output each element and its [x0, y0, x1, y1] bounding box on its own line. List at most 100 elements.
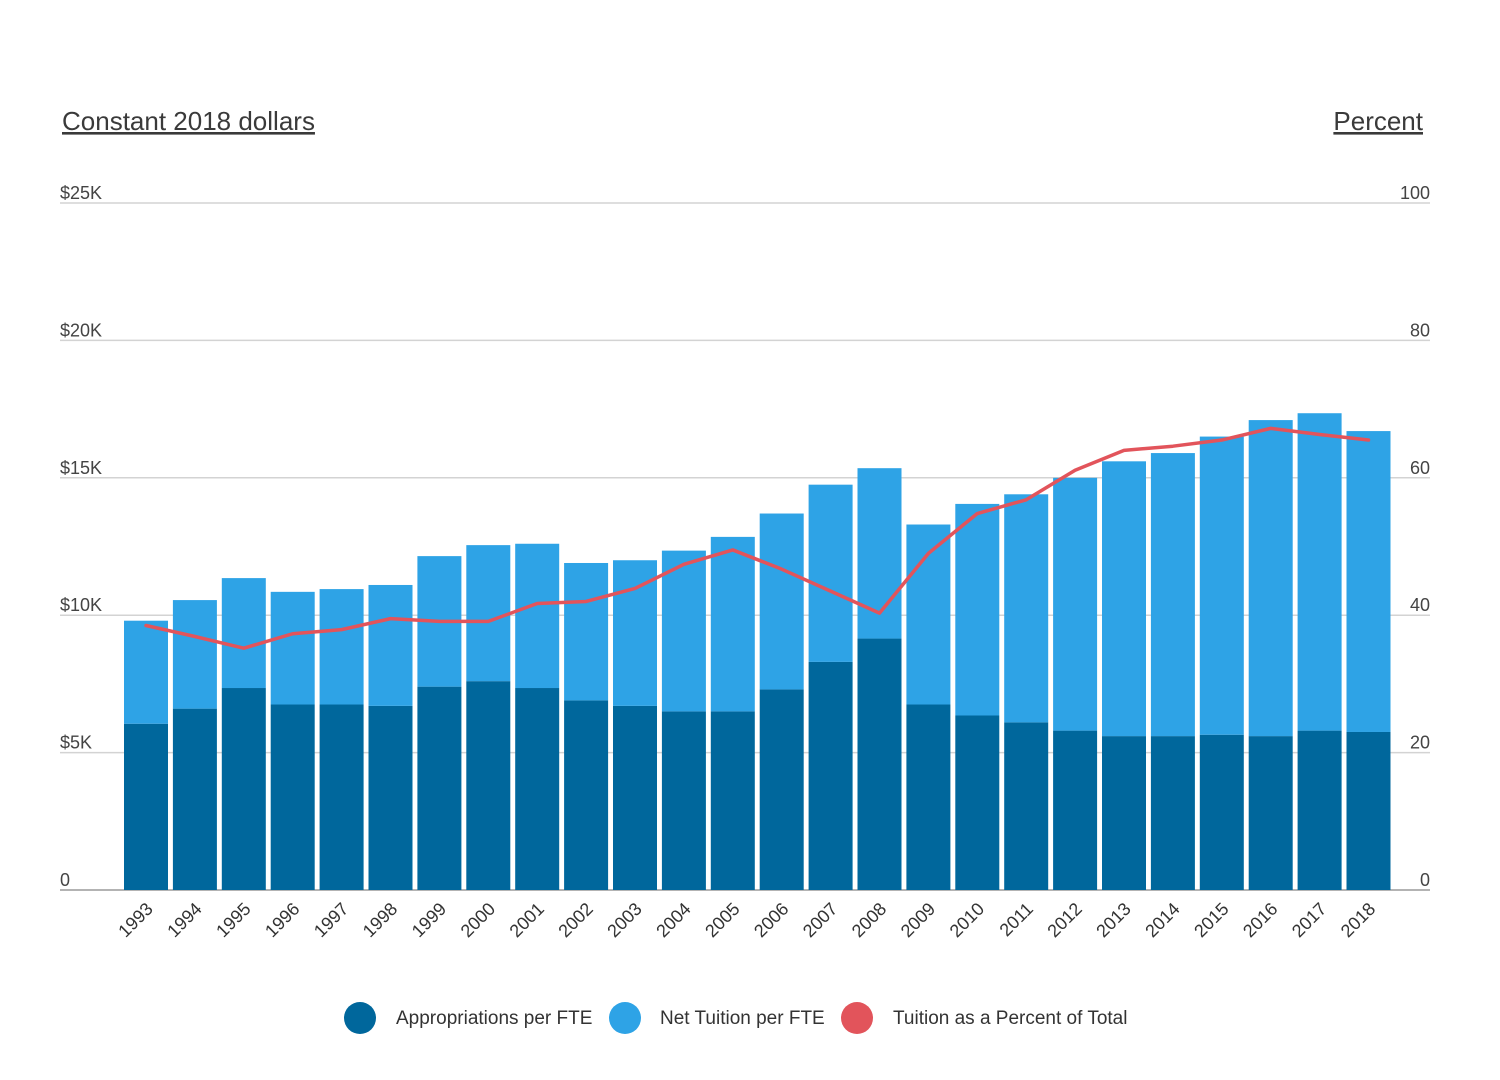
- bar-net-tuition: [1102, 461, 1146, 737]
- bar-net-tuition: [1199, 436, 1244, 735]
- bar-appropriations: [1004, 722, 1049, 890]
- bar-net-tuition: [1346, 431, 1391, 732]
- x-tick-label: 2016: [1239, 899, 1281, 941]
- bar-net-tuition: [661, 550, 706, 712]
- x-tick-label: 2017: [1288, 899, 1330, 941]
- left-tick-label: $25K: [60, 183, 102, 203]
- x-tick-label: 2015: [1190, 899, 1232, 941]
- right-tick-label: 80: [1410, 320, 1430, 340]
- x-tick-label: 2018: [1337, 899, 1379, 941]
- bar-appropriations: [955, 715, 1000, 890]
- bar-appropriations: [466, 681, 511, 890]
- bar-appropriations: [906, 704, 951, 890]
- percent-line-path: [144, 426, 1371, 650]
- x-tick-label: 1999: [408, 899, 450, 941]
- x-tick-label: 2007: [799, 899, 841, 941]
- x-tick-label: 1997: [310, 899, 352, 941]
- x-tick-label: 2009: [897, 899, 939, 941]
- bar-net-tuition: [808, 484, 853, 662]
- bar-net-tuition: [270, 591, 315, 705]
- bar-appropriations: [661, 711, 706, 890]
- legend-swatch: [609, 1002, 641, 1034]
- bar-appropriations: [564, 700, 609, 890]
- bar-net-tuition: [466, 545, 511, 682]
- x-tick-label: 1995: [212, 899, 254, 941]
- bar-net-tuition: [1053, 477, 1098, 731]
- bar-appropriations: [1150, 736, 1195, 890]
- left-tick-label: 0: [60, 870, 70, 890]
- bar-net-tuition: [1248, 420, 1293, 737]
- bar-net-tuition: [124, 620, 168, 724]
- legend-label: Net Tuition per FTE: [660, 1008, 825, 1029]
- legend-swatch: [344, 1002, 376, 1034]
- bar-net-tuition: [857, 468, 902, 639]
- bar-net-tuition: [221, 578, 266, 689]
- bar-net-tuition: [172, 600, 217, 709]
- legend-label: Appropriations per FTE: [396, 1008, 592, 1029]
- bar-appropriations: [1102, 736, 1146, 890]
- bar-appropriations: [808, 661, 853, 890]
- bar-appropriations: [1053, 730, 1098, 890]
- bar-net-tuition: [710, 536, 755, 712]
- x-tick-label: 2005: [701, 899, 743, 941]
- bar-net-tuition: [515, 543, 560, 689]
- left-tick-label: $10K: [60, 595, 102, 615]
- bar-net-tuition: [319, 589, 364, 705]
- right-tick-label: 40: [1410, 595, 1430, 615]
- left-tick-label: $5K: [60, 733, 92, 753]
- legend-swatch: [841, 1002, 873, 1034]
- bars: [124, 413, 1391, 890]
- left-tick-label: $20K: [60, 320, 102, 340]
- x-tick-label: 2010: [946, 899, 988, 941]
- right-tick-label: 60: [1410, 458, 1430, 478]
- bar-appropriations: [1248, 736, 1293, 890]
- left-tick-label: $15K: [60, 458, 102, 478]
- x-tick-label: 2008: [848, 899, 890, 941]
- bar-appropriations: [368, 705, 413, 890]
- bar-appropriations: [124, 723, 168, 890]
- x-tick-label: 1993: [114, 899, 156, 941]
- right-tick-label: 100: [1400, 183, 1430, 203]
- x-axis-ticks: 1993 1994 1995 1996 1997 1998 1999 2000 2001 2002…: [114, 899, 1379, 941]
- x-tick-label: 1998: [359, 899, 401, 941]
- x-tick-label: 2013: [1092, 899, 1134, 941]
- bar-net-tuition: [1297, 413, 1342, 731]
- bar-appropriations: [759, 689, 804, 890]
- bar-appropriations: [1346, 731, 1391, 890]
- x-tick-label: 2000: [457, 899, 499, 941]
- x-tick-label: 1994: [163, 899, 205, 941]
- bar-net-tuition: [613, 560, 657, 706]
- bar-net-tuition: [1004, 494, 1049, 723]
- bar-net-tuition: [368, 584, 413, 706]
- bar-net-tuition: [759, 513, 804, 690]
- bar-appropriations: [515, 688, 560, 890]
- legend-label: Tuition as a Percent of Total: [893, 1008, 1127, 1029]
- bar-appropriations: [172, 708, 217, 890]
- x-tick-label: 2002: [554, 899, 596, 941]
- x-tick-label: 2003: [603, 899, 645, 941]
- x-tick-label: 2012: [1043, 899, 1085, 941]
- bar-appropriations: [221, 688, 266, 890]
- percent-line: [144, 426, 1371, 650]
- x-tick-label: 1996: [261, 899, 303, 941]
- x-tick-label: 2001: [506, 899, 548, 941]
- x-tick-label: 2004: [652, 899, 694, 941]
- bar-appropriations: [417, 686, 462, 890]
- left-axis-title: Constant 2018 dollars: [62, 106, 315, 136]
- bar-net-tuition: [564, 562, 609, 701]
- bar-appropriations: [613, 705, 657, 890]
- x-tick-label: 2011: [996, 899, 1038, 941]
- bar-appropriations: [1297, 730, 1342, 890]
- x-tick-label: 2014: [1141, 899, 1183, 941]
- bar-net-tuition: [955, 503, 1000, 716]
- bar-appropriations: [319, 704, 364, 890]
- bar-appropriations: [1199, 734, 1244, 890]
- right-tick-label: 0: [1420, 870, 1430, 890]
- bar-appropriations: [270, 704, 315, 890]
- legend: Appropriations per FTE Net Tuition per FT…: [344, 1002, 1127, 1034]
- bar-net-tuition: [1150, 453, 1195, 737]
- x-tick-label: 2006: [750, 899, 792, 941]
- right-axis-title: Percent: [1333, 106, 1423, 136]
- bar-appropriations: [710, 711, 755, 890]
